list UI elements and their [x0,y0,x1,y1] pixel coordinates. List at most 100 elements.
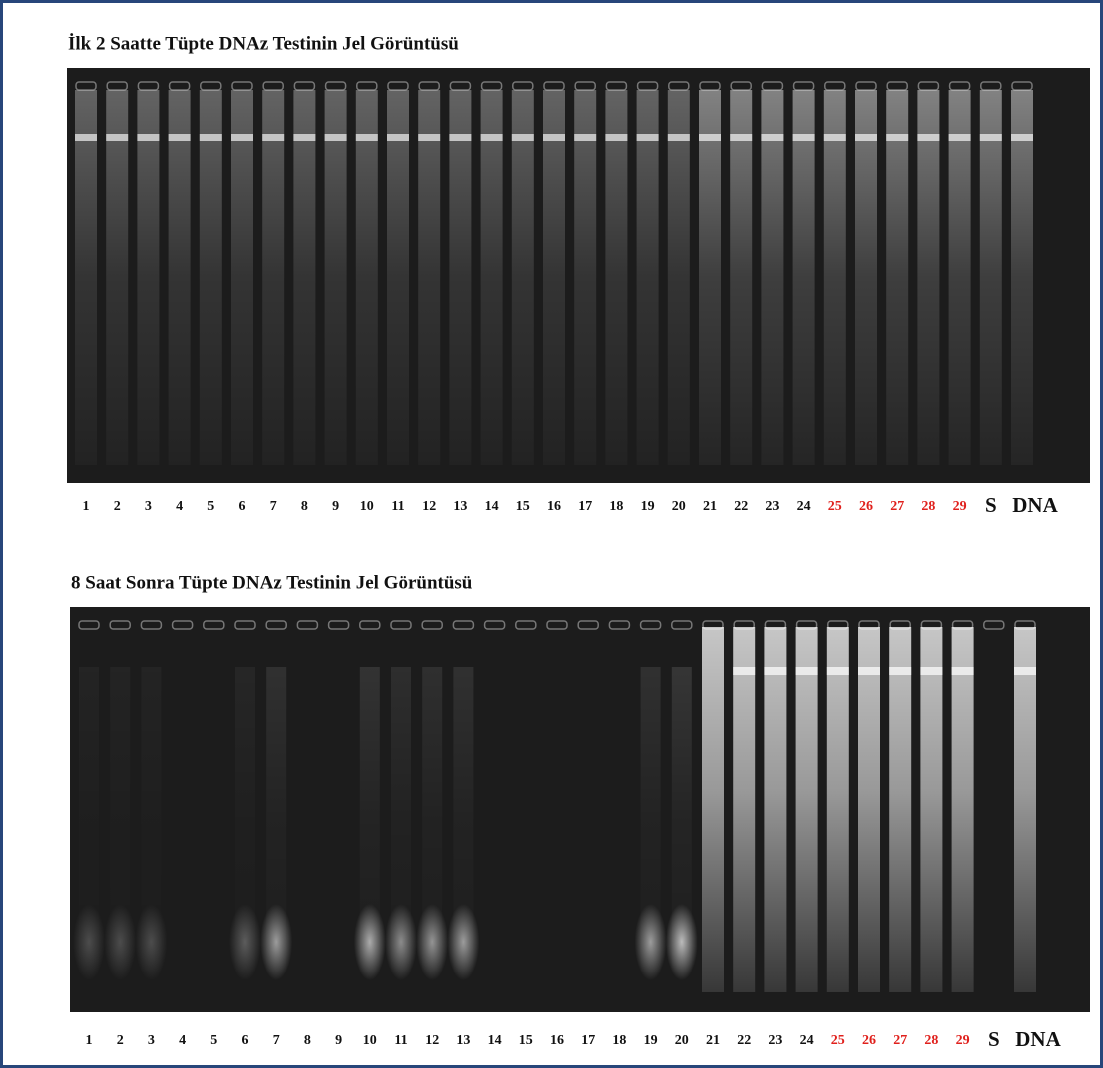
band [730,134,752,141]
lane-label: 16 [547,499,561,514]
lane-smear [796,627,818,992]
band [356,134,378,141]
lane-label: 2 [114,499,121,514]
lane-label: 15 [519,1033,533,1048]
lane-label: 28 [924,1033,938,1048]
lane-label: 28 [921,499,935,514]
lane-smear [293,90,315,465]
band [169,134,191,141]
blob [354,904,386,980]
lane-smear [793,90,815,465]
band [761,134,783,141]
lane-label: 20 [672,499,686,514]
lane-label: 23 [768,1033,782,1048]
lane-smear [543,90,565,465]
band [231,134,253,141]
lane-label: 17 [581,1033,595,1048]
lane-label: 9 [335,1033,342,1048]
band [889,667,911,675]
lane-label: 19 [644,1033,658,1048]
band [855,134,877,141]
band [1014,667,1036,675]
blob [447,904,479,980]
band [293,134,315,141]
blob [260,904,292,980]
band [917,134,939,141]
lane-smear [200,90,222,465]
lane-label: 27 [893,1033,907,1048]
band [418,134,440,141]
lane-label: 18 [612,1033,626,1048]
lane-smear [605,90,627,465]
lane-label: 25 [831,1033,845,1048]
lane-smear [952,627,974,992]
band [574,134,596,141]
lane-smear [702,627,724,992]
lane-smear [75,90,97,465]
band [980,134,1002,141]
lane-smear [449,90,471,465]
lane-smear [574,90,596,465]
lane-smear [512,90,534,465]
band [793,134,815,141]
lane-label: 1 [83,499,90,514]
lane-label: 12 [425,1033,439,1048]
band [949,134,971,141]
lane-smear [858,627,880,992]
band [796,667,818,675]
panel-title: İlk 2 Saatte Tüpte DNAz Testinin Jel Gör… [68,33,459,54]
band [699,134,721,141]
lane-smear [481,90,503,465]
lane-label: 11 [394,1033,407,1048]
band [262,134,284,141]
lane-smear [668,90,690,465]
band [543,134,565,141]
lane-smear [1011,90,1033,465]
lane-label: 11 [391,499,404,514]
lane-label: 10 [363,1033,377,1048]
lane-label: 26 [862,1033,876,1048]
lane-smear [764,627,786,992]
lane-label: DNA [1012,493,1058,517]
band [449,134,471,141]
lane-smear [262,90,284,465]
band [952,667,974,675]
band [512,134,534,141]
lane-label: 3 [148,1033,155,1048]
lane-label: 22 [734,499,748,514]
lane-label: 10 [360,499,374,514]
band [605,134,627,141]
band [325,134,347,141]
lane-smear [889,627,911,992]
panel-title: 8 Saat Sonra Tüpte DNAz Testinin Jel Gör… [71,572,473,593]
lane-label: 21 [703,499,717,514]
lane-label: 18 [609,499,623,514]
lane-label: 24 [800,1033,814,1048]
figure: İlk 2 Saatte Tüpte DNAz Testinin Jel Gör… [0,0,1103,1068]
lane-smear [356,90,378,465]
lane-smear [855,90,877,465]
lane-smear [827,627,849,992]
lane-label: S [988,1027,1000,1051]
lane-label: 7 [273,1033,280,1048]
lane-smear [699,90,721,465]
lane-label: 19 [641,499,655,514]
lane-label: 14 [485,499,499,514]
lane-label: 6 [242,1033,249,1048]
lane-smear [917,90,939,465]
blob [73,904,105,980]
blob [229,904,261,980]
lane-label: S [985,493,997,517]
lane-label: 6 [239,499,246,514]
lane-label: 15 [516,499,530,514]
band [733,667,755,675]
lane-label: 21 [706,1033,720,1048]
lane-label: 3 [145,499,152,514]
lane-label: 26 [859,499,873,514]
lane-label: 2 [117,1033,124,1048]
band [858,667,880,675]
lane-label: 5 [210,1033,217,1048]
lane-label: 22 [737,1033,751,1048]
gel-image [67,68,1090,483]
lane-smear [137,90,159,465]
